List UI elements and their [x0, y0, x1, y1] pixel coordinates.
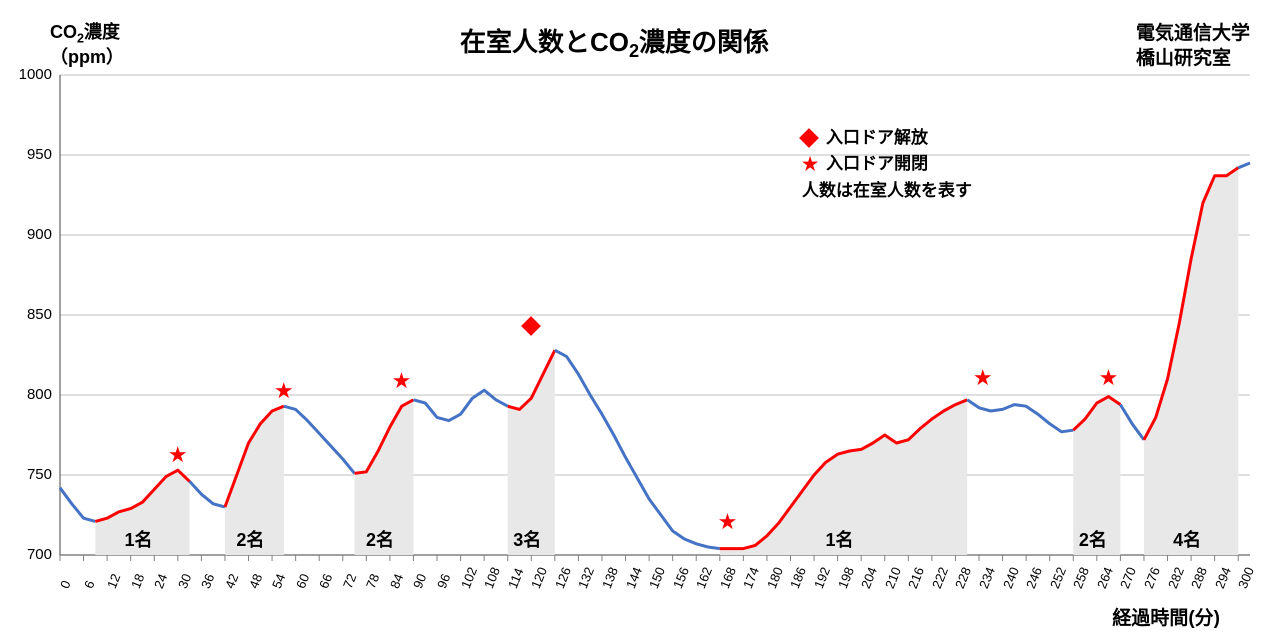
ytick-label: 1000 — [12, 66, 52, 83]
x-axis-label: 経過時間(分) — [1112, 603, 1220, 630]
ytick-label: 750 — [12, 466, 52, 483]
star-marker: ★ — [274, 378, 294, 404]
legend-diamond-label: 入口ドア解放 — [826, 125, 928, 151]
star-marker: ★ — [392, 368, 412, 394]
star-marker: ★ — [718, 509, 738, 535]
occupancy-label: 2名 — [236, 526, 264, 552]
ytick-label: 800 — [12, 386, 52, 403]
legend-diamond: 入口ドア解放 — [802, 125, 972, 151]
organization-label: 電気通信大学 橋山研究室 — [1136, 22, 1250, 71]
legend-star-label: 入口ドア開閉 — [826, 151, 928, 177]
ytick-label: 950 — [12, 146, 52, 163]
occupancy-label: 1名 — [124, 526, 152, 552]
diamond-icon — [799, 128, 819, 148]
legend-note: 人数は在室人数を表す — [802, 178, 972, 204]
star-marker: ★ — [168, 442, 188, 468]
occupancy-label: 2名 — [366, 526, 394, 552]
y-axis-label: CO2濃度（ppm） — [50, 22, 124, 68]
legend-note-label: 人数は在室人数を表す — [802, 178, 972, 204]
star-marker: ★ — [1099, 365, 1119, 391]
chart-title: 在室人数とCO2濃度の関係 — [460, 22, 769, 62]
occupancy-label: 3名 — [513, 526, 541, 552]
occupancy-label: 2名 — [1079, 526, 1107, 552]
ytick-label: 900 — [12, 226, 52, 243]
legend: 入口ドア解放 ★ 入口ドア開閉人数は在室人数を表す — [802, 125, 972, 203]
occupancy-label: 1名 — [826, 526, 854, 552]
star-icon: ★ — [802, 151, 818, 178]
legend-star: ★ 入口ドア開閉 — [802, 151, 972, 178]
occupancy-label: 4名 — [1173, 526, 1201, 552]
ytick-label: 850 — [12, 306, 52, 323]
star-marker: ★ — [973, 365, 993, 391]
ytick-label: 700 — [12, 546, 52, 563]
